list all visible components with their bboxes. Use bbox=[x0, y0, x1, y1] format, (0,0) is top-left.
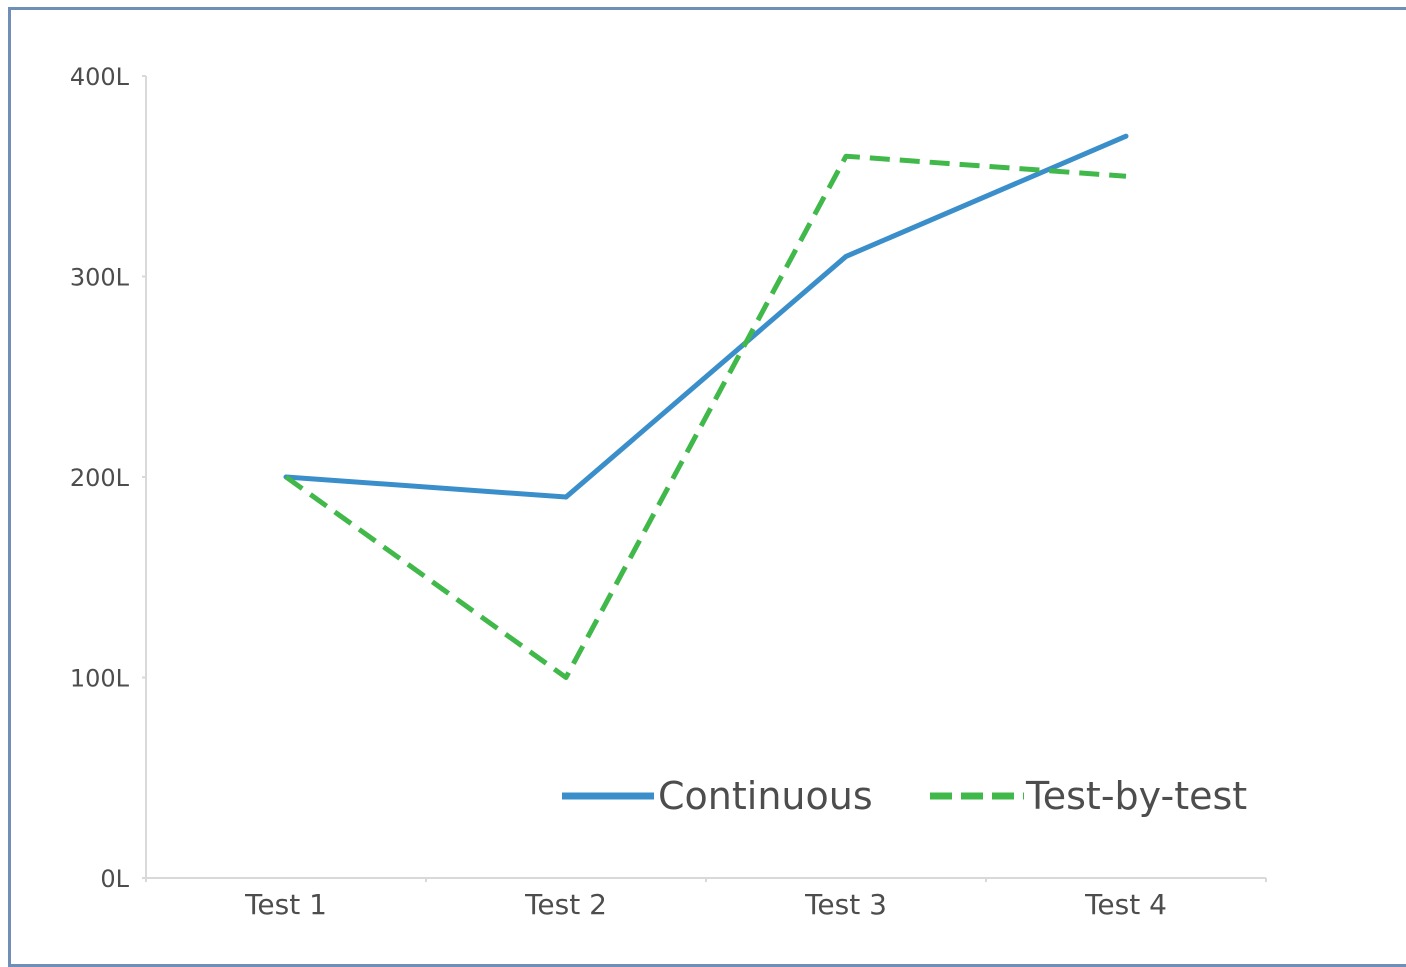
y-tick-label: 200L bbox=[70, 464, 130, 492]
legend-label-test-by-test: Test-by-test bbox=[1025, 774, 1247, 818]
x-tick-label: Test 3 bbox=[804, 888, 887, 921]
series-lines bbox=[283, 133, 1129, 680]
series-line-test-by-test bbox=[284, 153, 1127, 680]
y-tick-label: 100L bbox=[70, 665, 130, 693]
y-tick-label: 300L bbox=[70, 264, 130, 292]
x-tick-label: Test 4 bbox=[1084, 888, 1167, 921]
x-tick-label: Test 1 bbox=[244, 888, 327, 921]
legend: Continuous Test-by-test bbox=[562, 774, 1247, 818]
legend-label-continuous: Continuous bbox=[658, 774, 873, 818]
x-axis-ticks: Test 1 Test 2 Test 3 Test 4 bbox=[145, 878, 1267, 921]
y-axis-ticks: 0L 100L 200L 300L 400L bbox=[70, 63, 146, 893]
series-line-continuous bbox=[283, 133, 1129, 500]
y-tick-label: 400L bbox=[70, 63, 130, 91]
x-tick-label: Test 2 bbox=[524, 888, 607, 921]
y-tick-label: 0L bbox=[100, 865, 129, 893]
